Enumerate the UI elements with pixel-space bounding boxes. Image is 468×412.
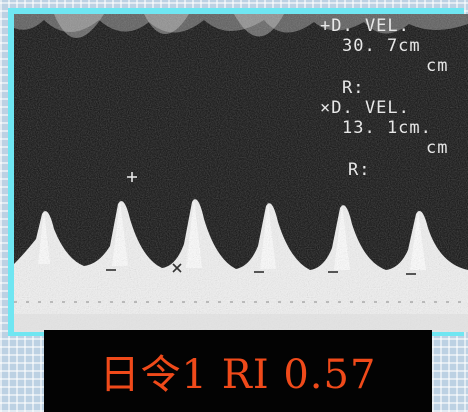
caption-box: 日令1 RI 0.57 bbox=[44, 330, 432, 412]
overlay-text-vel-label-2: ×D. VEL. bbox=[320, 98, 410, 118]
overlay-text-vel-value-2: 13. 1cm. bbox=[342, 118, 432, 138]
doppler-spectrum-graphic bbox=[14, 14, 468, 332]
overlay-text-unit-1: cm bbox=[426, 56, 449, 76]
overlay-text-r-label-2: R: bbox=[348, 160, 371, 180]
overlay-text-vel-label-1: +D. VEL. bbox=[320, 16, 410, 36]
overlay-text-unit-2: cm bbox=[426, 138, 449, 158]
plus-marker-icon bbox=[127, 172, 137, 182]
x-marker-icon bbox=[172, 263, 182, 273]
overlay-text-vel-value-1: 30. 7cm bbox=[342, 36, 421, 56]
caption-ri-value: 日令1 RI 0.57 bbox=[99, 352, 377, 398]
doppler-spectrum-image: +D. VEL. 30. 7cm cm R: ×D. VEL. 13. 1cm.… bbox=[14, 14, 468, 332]
overlay-text-r-label-1: R: bbox=[342, 78, 365, 98]
